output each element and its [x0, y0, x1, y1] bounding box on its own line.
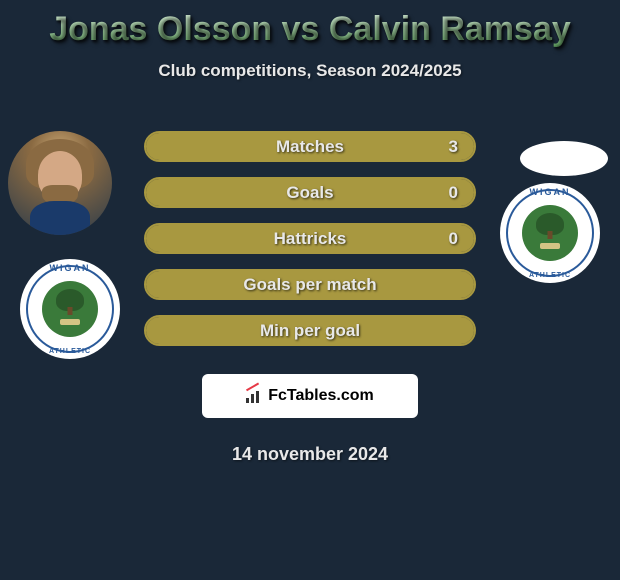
stat-label: Goals per match	[146, 275, 474, 295]
stat-bar-matches: Matches 3	[144, 131, 476, 162]
stat-bar-goals-per-match: Goals per match	[144, 269, 476, 300]
stats-bars: Matches 3 Goals 0 Hattricks 0 Goals per …	[144, 131, 476, 346]
club-badge-right: WIGAN ATHLETIC	[500, 183, 600, 283]
subtitle: Club competitions, Season 2024/2025	[158, 61, 461, 81]
stat-label: Matches	[146, 137, 474, 157]
stat-bar-min-per-goal: Min per goal	[144, 315, 476, 346]
stat-bar-hattricks: Hattricks 0	[144, 223, 476, 254]
stat-bar-goals: Goals 0	[144, 177, 476, 208]
club-badge-left: WIGAN ATHLETIC	[20, 259, 120, 359]
stat-label: Hattricks	[146, 229, 474, 249]
player-left-avatar	[8, 131, 112, 235]
page-title: Jonas Olsson vs Calvin Ramsay	[49, 10, 571, 49]
stat-value: 3	[449, 137, 458, 157]
player-right-avatar	[520, 141, 608, 176]
date-text: 14 november 2024	[0, 444, 620, 465]
stat-label: Goals	[146, 183, 474, 203]
chart-icon	[246, 389, 264, 403]
stat-value: 0	[449, 229, 458, 249]
fctables-logo: FcTables.com	[202, 374, 418, 418]
stat-value: 0	[449, 183, 458, 203]
stat-label: Min per goal	[146, 321, 474, 341]
